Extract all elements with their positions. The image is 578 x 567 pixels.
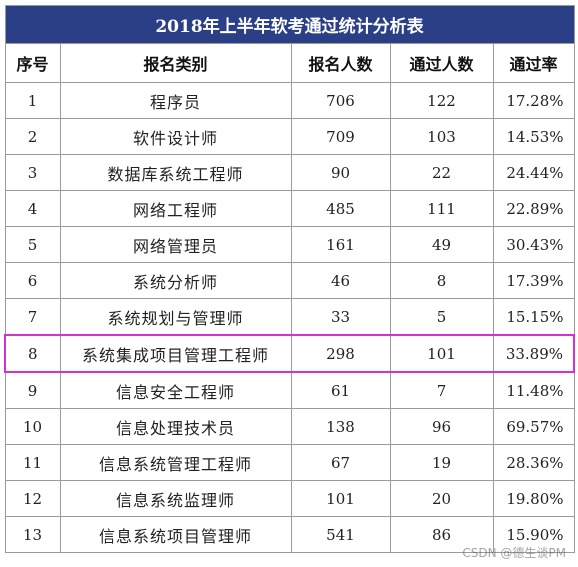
cell-passed: 49	[389, 226, 494, 263]
cell-category: 信息安全工程师	[59, 371, 292, 409]
table-row: 10 信息处理技术员 138 96 69.57%	[4, 408, 575, 445]
cell-seq: 5	[4, 226, 61, 263]
cell-category: 信息系统项目管理师	[59, 516, 292, 553]
cell-registered: 138	[290, 408, 391, 445]
cell-category: 网络管理员	[59, 226, 292, 263]
cell-seq: 10	[4, 408, 61, 445]
table-row: 12 信息系统监理师 101 20 19.80%	[4, 480, 575, 517]
cell-seq: 6	[4, 262, 61, 299]
cell-passed: 103	[389, 118, 494, 155]
table-row: 13 信息系统项目管理师 541 86 15.90%	[4, 516, 575, 553]
table-row-highlighted: 8 系统集成项目管理工程师 298 101 33.89%	[4, 334, 576, 373]
cell-passed: 122	[389, 82, 494, 119]
watermark-text: CSDN @德生谈PM	[462, 546, 566, 560]
table-row: 9 信息安全工程师 61 7 11.48%	[4, 371, 575, 409]
cell-registered: 541	[290, 516, 391, 553]
table-row: 2 软件设计师 709 103 14.53%	[4, 118, 575, 155]
cell-passed: 111	[389, 190, 494, 227]
cell-rate: 11.48%	[492, 371, 575, 409]
cell-registered: 61	[290, 371, 391, 409]
cell-seq: 13	[4, 516, 61, 553]
table-row: 1 程序员 706 122 17.28%	[4, 82, 575, 119]
header-rate: 通过率	[492, 43, 575, 83]
cell-registered: 67	[290, 444, 391, 481]
cell-passed: 8	[389, 262, 494, 299]
cell-passed: 96	[389, 408, 494, 445]
cell-seq: 2	[4, 118, 61, 155]
header-row: 序号 报名类别 报名人数 通过人数 通过率	[4, 43, 575, 83]
header-seq: 序号	[4, 43, 61, 83]
cell-rate: 30.43%	[492, 226, 575, 263]
cell-rate: 17.28%	[492, 82, 575, 119]
cell-registered: 161	[290, 226, 391, 263]
cell-seq: 12	[4, 480, 61, 517]
cell-passed: 20	[389, 480, 494, 517]
cell-rate: 28.36%	[492, 444, 575, 481]
cell-category: 系统规划与管理师	[59, 298, 292, 336]
cell-passed: 5	[389, 298, 494, 336]
cell-category: 系统集成项目管理工程师	[59, 334, 292, 373]
stats-table: 2018年上半年软考通过统计分析表 序号 报名类别 报名人数 通过人数 通过率 …	[4, 5, 576, 553]
cell-registered: 298	[290, 334, 391, 373]
cell-category: 信息处理技术员	[59, 408, 292, 445]
cell-registered: 90	[290, 154, 391, 191]
cell-category: 系统分析师	[59, 262, 292, 299]
cell-registered: 706	[290, 82, 391, 119]
cell-registered: 709	[290, 118, 391, 155]
header-passed: 通过人数	[389, 43, 494, 83]
cell-rate: 19.80%	[492, 480, 575, 517]
cell-category: 网络工程师	[59, 190, 292, 227]
cell-rate: 69.57%	[492, 408, 575, 445]
table-row: 6 系统分析师 46 8 17.39%	[4, 262, 575, 299]
table-row: 5 网络管理员 161 49 30.43%	[4, 226, 575, 263]
cell-rate: 14.53%	[492, 118, 575, 155]
cell-seq: 4	[4, 190, 61, 227]
cell-registered: 46	[290, 262, 391, 299]
cell-passed: 101	[389, 334, 494, 373]
cell-registered: 101	[290, 480, 391, 517]
cell-category: 信息系统管理工程师	[59, 444, 292, 481]
cell-rate: 24.44%	[492, 154, 575, 191]
table-row: 7 系统规划与管理师 33 5 15.15%	[4, 298, 575, 336]
cell-passed: 7	[389, 371, 494, 409]
table-title: 2018年上半年软考通过统计分析表	[4, 5, 575, 44]
header-category: 报名类别	[59, 43, 292, 83]
cell-seq: 7	[4, 298, 61, 336]
table-row: 4 网络工程师 485 111 22.89%	[4, 190, 575, 227]
cell-category: 软件设计师	[59, 118, 292, 155]
table-row: 3 数据库系统工程师 90 22 24.44%	[4, 154, 575, 191]
stats-table-container: 2018年上半年软考通过统计分析表 序号 报名类别 报名人数 通过人数 通过率 …	[4, 5, 576, 553]
cell-registered: 485	[290, 190, 391, 227]
header-registered: 报名人数	[290, 43, 391, 83]
cell-seq: 3	[4, 154, 61, 191]
cell-passed: 86	[389, 516, 494, 553]
cell-category: 数据库系统工程师	[59, 154, 292, 191]
cell-rate: 17.39%	[492, 262, 575, 299]
cell-rate: 15.15%	[492, 298, 575, 336]
cell-seq: 8	[4, 334, 61, 373]
cell-passed: 19	[389, 444, 494, 481]
cell-rate: 33.89%	[492, 334, 576, 373]
cell-rate: 15.90%	[492, 516, 575, 553]
cell-seq: 11	[4, 444, 61, 481]
cell-seq: 9	[4, 371, 61, 409]
cell-category: 程序员	[59, 82, 292, 119]
table-row: 11 信息系统管理工程师 67 19 28.36%	[4, 444, 575, 481]
cell-registered: 33	[290, 298, 391, 336]
cell-rate: 22.89%	[492, 190, 575, 227]
cell-category: 信息系统监理师	[59, 480, 292, 517]
cell-seq: 1	[4, 82, 61, 119]
cell-passed: 22	[389, 154, 494, 191]
